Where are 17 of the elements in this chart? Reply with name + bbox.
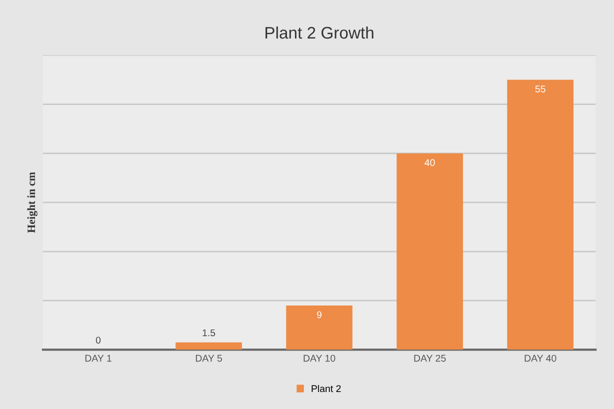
x-tick-label: DAY 25 [414,354,446,362]
x-tick-label: DAY 40 [524,354,556,362]
x-tick-label: DAY 5 [196,354,222,362]
bar [286,306,352,350]
y-axis-title: Height in cm [27,172,38,233]
data-label: 9 [317,311,322,318]
data-label: 55 [535,86,546,92]
chart-title: Plant 2 Growth [266,26,374,39]
data-label: 1.5 [202,329,216,336]
legend-label: Plant 2 [312,384,341,392]
bar [507,80,574,350]
data-label: 40 [424,159,435,166]
x-tick-label: DAY 10 [304,354,336,362]
bar [396,153,463,350]
x-tick-label: DAY 1 [85,354,112,362]
data-label: 0 [96,336,101,344]
bar [176,342,242,350]
